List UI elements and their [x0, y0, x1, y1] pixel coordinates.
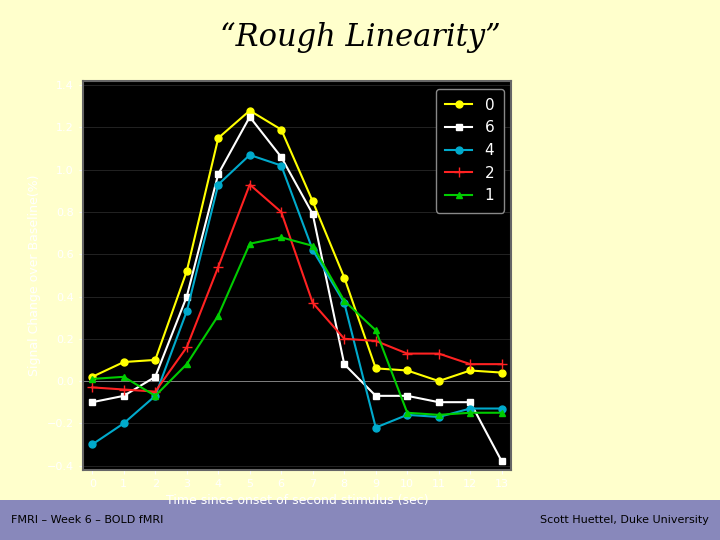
- 0: [120, 359, 128, 365]
- 2: [246, 181, 254, 188]
- X-axis label: Time since onset of second stimulus (sec): Time since onset of second stimulus (sec…: [166, 495, 428, 508]
- 2: [372, 338, 380, 344]
- 1: [246, 240, 254, 247]
- 1: [434, 411, 443, 418]
- 4: [340, 300, 348, 306]
- 4: [308, 247, 317, 253]
- 2: [214, 264, 222, 270]
- 2: [277, 209, 286, 215]
- 4: [246, 152, 254, 158]
- 2: [151, 388, 160, 395]
- 4: [214, 181, 222, 188]
- 4: [498, 406, 506, 412]
- 4: [277, 163, 286, 169]
- 6: [277, 154, 286, 160]
- 6: [246, 114, 254, 120]
- 0: [466, 367, 474, 374]
- 1: [498, 409, 506, 416]
- 4: [88, 441, 96, 448]
- 0: [182, 268, 191, 274]
- 2: [120, 386, 128, 393]
- 6: [151, 374, 160, 380]
- 2: [434, 350, 443, 357]
- 2: [466, 361, 474, 367]
- 6: [340, 361, 348, 367]
- 2: [308, 300, 317, 306]
- 0: [246, 107, 254, 114]
- 1: [214, 312, 222, 319]
- 1: [340, 298, 348, 304]
- 0: [498, 369, 506, 376]
- Text: “Rough Linearity”: “Rough Linearity”: [220, 22, 500, 52]
- 4: [403, 411, 412, 418]
- 4: [372, 424, 380, 431]
- 6: [372, 393, 380, 399]
- 1: [466, 409, 474, 416]
- 1: [182, 361, 191, 367]
- 0: [340, 274, 348, 281]
- Legend: 0, 6, 4, 2, 1: 0, 6, 4, 2, 1: [436, 89, 503, 213]
- 1: [372, 327, 380, 334]
- 6: [120, 393, 128, 399]
- Y-axis label: Signal Change over Baseline(%): Signal Change over Baseline(%): [28, 174, 41, 376]
- 6: [182, 293, 191, 300]
- Line: 1: 1: [89, 234, 505, 418]
- 0: [214, 135, 222, 141]
- 0: [151, 357, 160, 363]
- 6: [214, 171, 222, 177]
- Text: FMRI – Week 6 – BOLD fMRI: FMRI – Week 6 – BOLD fMRI: [11, 515, 163, 525]
- 4: [434, 414, 443, 420]
- 1: [120, 374, 128, 380]
- Text: Scott Huettel, Duke University: Scott Huettel, Duke University: [540, 515, 709, 525]
- 2: [88, 384, 96, 390]
- 1: [151, 393, 160, 399]
- Line: 4: 4: [89, 152, 505, 448]
- 4: [120, 420, 128, 427]
- Line: 0: 0: [89, 107, 505, 384]
- 6: [88, 399, 96, 406]
- 4: [151, 393, 160, 399]
- 0: [277, 126, 286, 133]
- 0: [308, 198, 317, 205]
- 1: [88, 376, 96, 382]
- 0: [372, 365, 380, 372]
- 0: [434, 378, 443, 384]
- 2: [182, 344, 191, 350]
- 0: [88, 374, 96, 380]
- Line: 2: 2: [87, 180, 507, 396]
- 1: [403, 409, 412, 416]
- 6: [466, 399, 474, 406]
- 6: [498, 458, 506, 464]
- 4: [182, 308, 191, 315]
- 2: [340, 335, 348, 342]
- 6: [308, 211, 317, 218]
- 0: [403, 367, 412, 374]
- 1: [308, 242, 317, 249]
- 6: [403, 393, 412, 399]
- 2: [403, 350, 412, 357]
- 2: [498, 361, 506, 367]
- Line: 6: 6: [89, 113, 505, 465]
- 4: [466, 406, 474, 412]
- 1: [277, 234, 286, 241]
- 6: [434, 399, 443, 406]
